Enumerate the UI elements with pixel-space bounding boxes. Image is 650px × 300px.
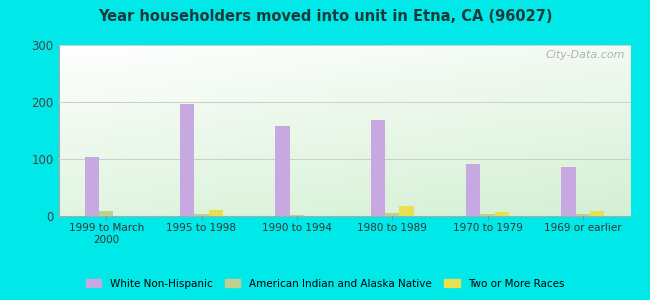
Text: Year householders moved into unit in Etna, CA (96027): Year householders moved into unit in Etn… [98, 9, 552, 24]
Bar [276, 126, 290, 216]
Bar [576, 214, 590, 216]
Bar [194, 214, 209, 216]
Legend: White Non-Hispanic, American Indian and Alaska Native, Two or More Races: White Non-Hispanic, American Indian and … [83, 275, 567, 292]
Bar [466, 164, 480, 216]
Text: City-Data.com: City-Data.com [545, 50, 625, 60]
Bar [590, 211, 605, 216]
Bar [99, 212, 113, 216]
Bar [385, 213, 399, 216]
Bar [209, 210, 223, 216]
Bar [84, 157, 99, 216]
Bar [290, 215, 304, 216]
Bar [180, 104, 194, 216]
Bar [370, 120, 385, 216]
Bar [562, 167, 576, 216]
Bar [399, 206, 413, 216]
Bar [495, 212, 509, 216]
Bar [480, 214, 495, 216]
